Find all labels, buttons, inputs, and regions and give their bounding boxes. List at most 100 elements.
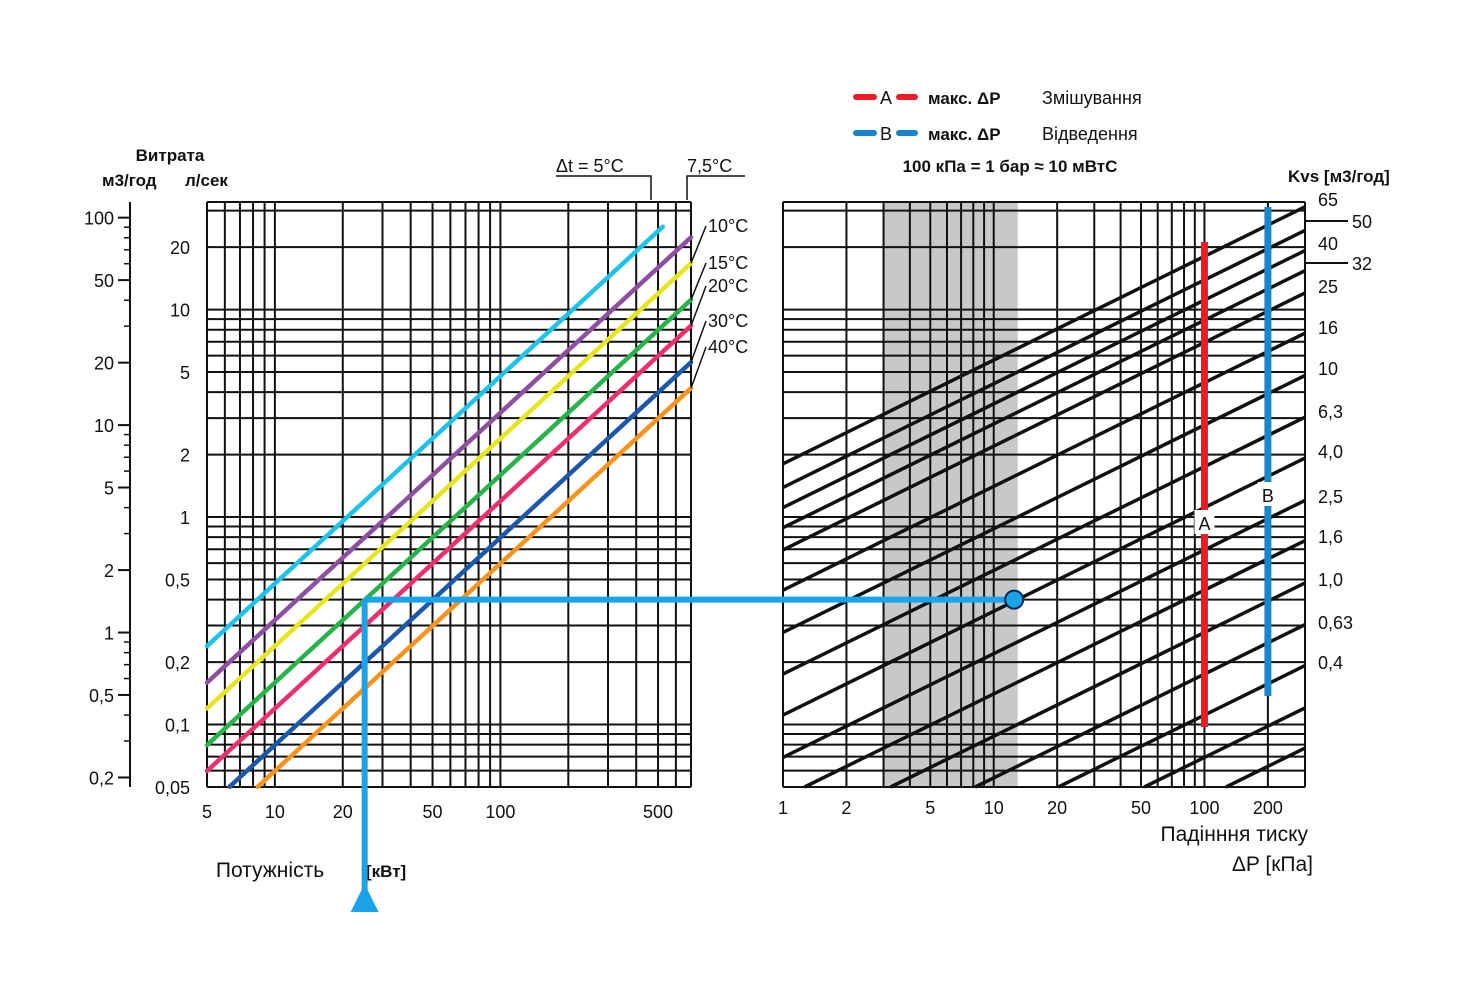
kvs-label: 2,5 bbox=[1318, 487, 1343, 507]
kvs-label: 6,3 bbox=[1318, 402, 1343, 422]
series-label: 15°C bbox=[708, 253, 748, 273]
kvs-line-8 bbox=[782, 415, 1306, 676]
series-label: 40°C bbox=[708, 337, 748, 357]
kvs-line-5 bbox=[782, 291, 1306, 552]
marker-a: A bbox=[1198, 514, 1210, 534]
kvs-label: 1,6 bbox=[1318, 527, 1343, 547]
series-leader bbox=[690, 320, 707, 363]
tick-label-ls: 0,2 bbox=[165, 653, 190, 673]
series-label: Δt = 5°C bbox=[556, 156, 624, 176]
kvs-title: Kvs [м3/год] bbox=[1288, 167, 1390, 186]
tick-label-ls: 1 bbox=[180, 508, 190, 528]
tick-label-dp: 200 bbox=[1253, 798, 1283, 818]
series-label: 20°C bbox=[708, 276, 748, 296]
series-leader bbox=[690, 262, 707, 301]
legend-b-letter: B bbox=[880, 124, 892, 144]
tick-label-ls: 10 bbox=[170, 301, 190, 321]
kvs-line-7 bbox=[782, 373, 1306, 635]
flow-unit-ls: л/сек bbox=[185, 171, 228, 190]
tick-label-dp: 20 bbox=[1047, 798, 1067, 818]
kvs-label: 10 bbox=[1318, 359, 1338, 379]
tick-label-power: 100 bbox=[485, 802, 515, 822]
example-arrow bbox=[350, 884, 379, 912]
series-line-2 bbox=[204, 235, 694, 685]
tick-label-m3: 20 bbox=[94, 354, 114, 374]
kvs-line-1 bbox=[782, 205, 1306, 466]
tick-label-ls: 0,1 bbox=[165, 716, 190, 736]
legend-a-text: макс. ΔP bbox=[928, 89, 1001, 108]
series-leader bbox=[556, 175, 652, 200]
tick-label-power: 500 bbox=[643, 802, 673, 822]
kvs-label: 0,63 bbox=[1318, 613, 1353, 633]
dp-label-1: Падінння тиску bbox=[1161, 823, 1309, 846]
tick-label-dp: 1 bbox=[778, 798, 788, 818]
kvs-line-10 bbox=[782, 498, 1306, 759]
kvs-line-12 bbox=[889, 581, 1306, 789]
kvs-label: 4,0 bbox=[1318, 442, 1343, 462]
kvs-line-3 bbox=[782, 249, 1306, 510]
tick-label-power: 10 bbox=[265, 802, 285, 822]
series-line-7 bbox=[255, 385, 694, 789]
tick-label-ls: 0,05 bbox=[155, 778, 190, 798]
series-line-1 bbox=[204, 224, 666, 649]
kvs-label: 65 bbox=[1318, 190, 1338, 210]
power-unit: [кВт] bbox=[366, 862, 406, 881]
dp-label-2: ΔP [кПа] bbox=[1232, 853, 1313, 876]
tick-label-dp: 10 bbox=[984, 798, 1004, 818]
series-leader bbox=[686, 175, 745, 200]
kvs-line-2 bbox=[782, 228, 1306, 490]
tick-label-ls: 0,5 bbox=[165, 571, 190, 591]
tick-label-m3: 5 bbox=[104, 479, 114, 499]
tick-label-m3: 2 bbox=[104, 561, 114, 581]
tick-label-ls: 5 bbox=[180, 363, 190, 383]
tick-label-m3: 50 bbox=[94, 271, 114, 291]
kvs-line-16 bbox=[1225, 746, 1306, 789]
kvs-label: 25 bbox=[1318, 277, 1338, 297]
tick-label-dp: 50 bbox=[1131, 798, 1151, 818]
tick-label-ls: 2 bbox=[180, 446, 190, 466]
kvs-line-11 bbox=[803, 539, 1306, 789]
kvs-line-14 bbox=[1057, 663, 1306, 789]
kvs-line-9 bbox=[782, 456, 1306, 717]
series-line-3 bbox=[204, 261, 694, 711]
marker-a-bg bbox=[1194, 510, 1215, 534]
conversion-note: 100 кПа = 1 бар ≈ 10 мВтС bbox=[903, 157, 1118, 176]
tick-label-power: 20 bbox=[333, 802, 353, 822]
tick-label-dp: 5 bbox=[925, 798, 935, 818]
legend-b-desc: Відведення bbox=[1042, 124, 1138, 144]
legend-b-text: макс. ΔP bbox=[928, 125, 1001, 144]
tick-label-power: 50 bbox=[423, 802, 443, 822]
flow-title: Витрата bbox=[136, 146, 205, 165]
series-line-4 bbox=[204, 297, 694, 748]
tick-label-m3: 0,5 bbox=[89, 686, 114, 706]
legend-a-desc: Змішування bbox=[1042, 88, 1142, 108]
tick-label-dp: 2 bbox=[841, 798, 851, 818]
legend-a-letter: A bbox=[880, 88, 892, 108]
kvs-line-15 bbox=[1143, 706, 1306, 789]
kvs-line-13 bbox=[974, 623, 1306, 789]
kvs-label: 50 bbox=[1352, 212, 1372, 232]
series-label: 7,5°C bbox=[687, 156, 732, 176]
series-leader bbox=[690, 285, 707, 326]
kvs-label: 40 bbox=[1318, 234, 1338, 254]
series-leader bbox=[690, 225, 707, 264]
flow-unit-m3: м3/год bbox=[102, 171, 157, 190]
kvs-label: 16 bbox=[1318, 318, 1338, 338]
power-label: Потужність bbox=[216, 859, 324, 882]
series-leader bbox=[690, 346, 707, 389]
marker-b: B bbox=[1262, 486, 1274, 506]
series-label: 10°C bbox=[708, 216, 748, 236]
tick-label-ls: 20 bbox=[170, 238, 190, 258]
series-line-6 bbox=[227, 359, 694, 789]
kvs-label: 32 bbox=[1352, 254, 1372, 274]
tick-label-m3: 10 bbox=[94, 416, 114, 436]
marker-b-bg bbox=[1257, 482, 1278, 506]
tick-label-dp: 100 bbox=[1189, 798, 1219, 818]
kvs-line-4 bbox=[782, 269, 1306, 530]
shaded-band bbox=[883, 202, 1018, 787]
kvs-label: 1,0 bbox=[1318, 570, 1343, 590]
kvs-line-6 bbox=[782, 331, 1306, 592]
tick-label-m3: 1 bbox=[104, 624, 114, 644]
